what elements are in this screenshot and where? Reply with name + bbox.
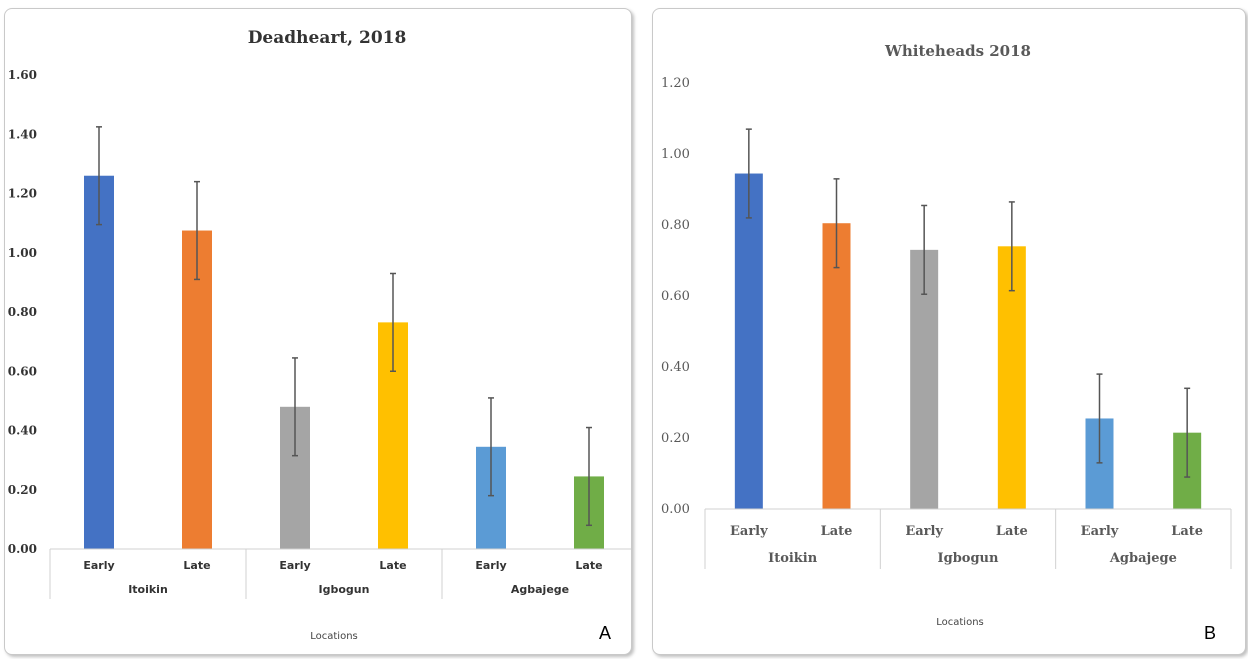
y-tick-label: 1.20: [661, 76, 690, 91]
y-tick-label: 0.40: [661, 360, 690, 375]
x-category-label: Late: [379, 559, 406, 572]
bar: [734, 173, 763, 509]
y-tick-label: 0.60: [661, 289, 690, 304]
y-tick-label: 1.40: [8, 127, 37, 141]
bar: [84, 175, 114, 549]
x-axis: Early Late Early Late Early Late Itoikin Igbogu…: [49, 548, 639, 599]
x-category-label: Early: [83, 559, 114, 572]
y-tick-label: 0.60: [8, 364, 37, 378]
y-tick-label: 0.20: [661, 431, 690, 446]
y-tick-label: 1.00: [8, 246, 37, 260]
x-category-label: Early: [1081, 524, 1119, 539]
y-tick-label: 0.80: [661, 218, 690, 233]
whiteheads-chart: Whiteheads 2018 0.00 0.20 0.40 0.60 0.80 1.00…: [661, 42, 1232, 643]
y-tick-label: 1.20: [8, 187, 37, 201]
y-axis-ticks: 0.00 0.20 0.40 0.60 0.80 1.00 1.20: [661, 76, 690, 517]
bar: [822, 223, 851, 509]
x-group-label: Agbajege: [511, 583, 569, 596]
x-category-label: Late: [996, 524, 1028, 539]
x-category-label: Late: [183, 559, 210, 572]
y-tick-label: 1.60: [8, 68, 37, 82]
y-tick-label: 0.00: [661, 502, 690, 517]
x-group-label: Itoikin: [128, 583, 168, 596]
panel-letter: A: [599, 623, 611, 643]
chart-title: Whiteheads 2018: [884, 42, 1031, 60]
y-tick-label: 0.40: [8, 424, 37, 438]
y-tick-label: 0.20: [8, 483, 37, 497]
x-category-label: Late: [821, 524, 853, 539]
x-axis-label: Locations: [310, 631, 358, 642]
x-category-label: Early: [730, 524, 768, 539]
x-category-label: Early: [905, 524, 943, 539]
y-tick-label: 0.80: [8, 305, 37, 319]
bars: [734, 128, 1202, 510]
chart-panel-deadheart: Deadheart, 2018 0.00 0.20 0.40 0.60 0.80 1.00…: [4, 8, 639, 655]
x-axis-label: Locations: [936, 617, 984, 628]
x-category-label: Early: [475, 559, 506, 572]
x-category-label: Late: [575, 559, 602, 572]
y-tick-label: 0.00: [8, 542, 37, 556]
chart-title: Deadheart, 2018: [248, 28, 407, 48]
x-group-label: Igbogun: [938, 551, 999, 566]
chart-panel-whiteheads: Whiteheads 2018 0.00 0.20 0.40 0.60 0.80 1.00…: [652, 8, 1246, 655]
x-category-label: Early: [279, 559, 310, 572]
x-group-label: Itoikin: [768, 551, 818, 566]
bar: [182, 230, 212, 549]
y-tick-label: 1.00: [661, 147, 690, 162]
deadheart-chart: Deadheart, 2018 0.00 0.20 0.40 0.60 0.80 1.00…: [8, 28, 639, 643]
x-category-label: Late: [1171, 524, 1203, 539]
panel-letter: B: [1204, 623, 1216, 643]
y-axis-ticks: 0.00 0.20 0.40 0.60 0.80 1.00 1.20 1.40 1.60: [8, 68, 37, 556]
x-group-label: Agbajege: [1109, 551, 1177, 566]
x-group-label: Igbogun: [319, 583, 370, 596]
bars: [84, 126, 604, 549]
